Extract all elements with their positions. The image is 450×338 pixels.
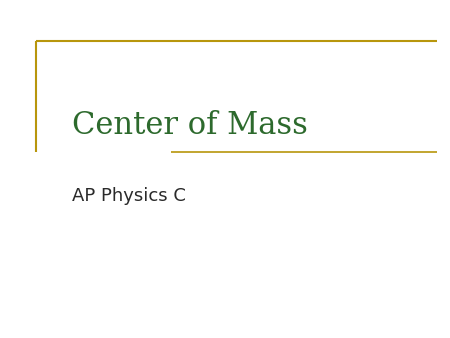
Text: AP Physics C: AP Physics C	[72, 187, 186, 205]
Text: Center of Mass: Center of Mass	[72, 110, 308, 141]
